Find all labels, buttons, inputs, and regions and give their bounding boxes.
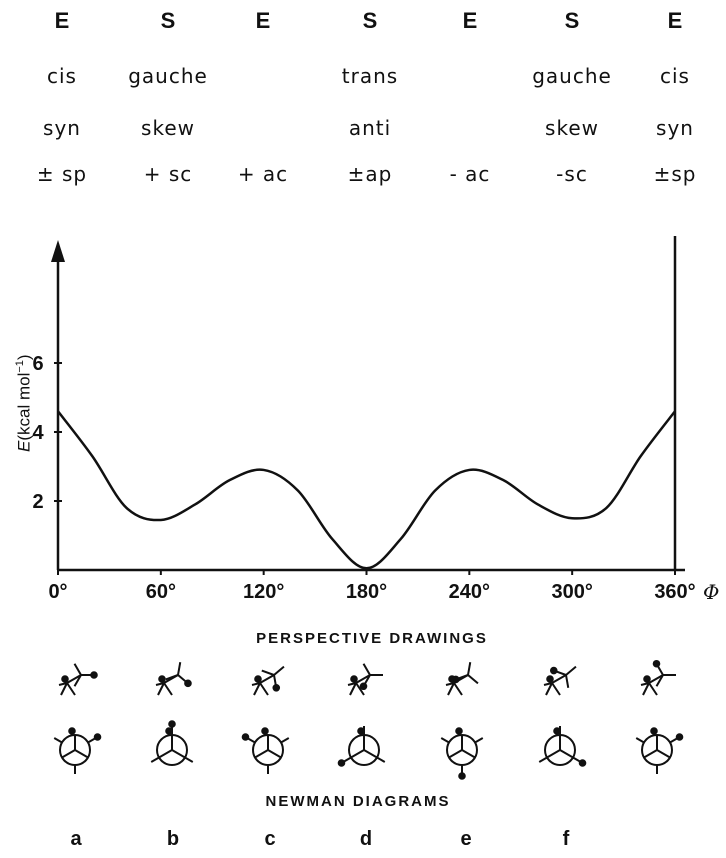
y-tick-label: 6 [32,353,43,375]
perspective-drawing [347,663,383,696]
conformation-type: S [362,8,378,33]
conformation-type: S [160,8,176,33]
y-tick-label: 4 [32,422,44,444]
diagram-letter: e [460,828,472,850]
x-tick-label: 300° [551,581,592,603]
conformation-name: cis [47,64,77,88]
diagram-letter: b [166,828,180,850]
conformation-name: cis [660,64,690,88]
newman-diagram [241,727,290,774]
conformation-code: ± sp [36,162,88,186]
newman-diagram [538,726,587,767]
newman-diagram [440,727,484,780]
perspective-caption: PERSPECTIVE DRAWINGS [256,630,488,647]
x-tick-label: 360° [654,581,695,603]
x-tick-label: 0° [48,581,67,603]
perspective-drawing [640,659,676,696]
x-axis-label: Φ [703,580,720,604]
newman-diagram [53,727,102,774]
conformation-name: trans [341,64,399,88]
x-tick-label: 240° [449,581,490,603]
y-tick-label: 2 [32,491,43,513]
x-tick-label: 60° [146,581,176,603]
conformation-type: E [54,8,70,33]
diagram-letter: d [359,828,373,850]
conformation-alt-name: anti [348,116,392,140]
conformation-code: -sc [556,162,588,186]
conformation-type: E [462,8,478,33]
perspective-drawing [445,662,479,696]
newman-diagram [150,720,194,766]
perspective-drawing [543,665,577,696]
conformation-alt-name: skew [545,116,599,140]
x-tick-label: 120° [243,581,284,603]
y-axis-label: E(kcal mol−1) [14,354,34,452]
conformation-type: S [564,8,580,33]
conformation-type: E [667,8,683,33]
energy-curve [57,410,676,570]
diagram-letter: f [562,828,570,850]
conformation-name: gauche [128,64,208,88]
perspective-drawing [251,665,285,696]
conformation-code: + ac [237,162,289,186]
conformation-alt-name: syn [43,116,81,140]
conformation-name: gauche [532,64,612,88]
conformation-code: ±ap [347,162,393,186]
newman-diagram [635,727,684,774]
diagram-letter: a [70,828,82,850]
perspective-drawing [58,663,98,696]
newman-caption: NEWMAN DIAGRAMS [265,793,451,810]
conformation-code: - ac [449,162,491,186]
conformation-code: ±sp [653,162,697,186]
perspective-drawing [155,662,192,696]
x-tick-label: 180° [346,581,387,603]
conformation-code: + sc [143,162,193,186]
conformation-type: E [255,8,271,33]
diagram-letter: c [264,828,276,850]
conformation-alt-name: skew [141,116,195,140]
y-axis-arrow [51,240,65,262]
newman-diagram [337,726,386,767]
conformation-alt-name: syn [656,116,694,140]
